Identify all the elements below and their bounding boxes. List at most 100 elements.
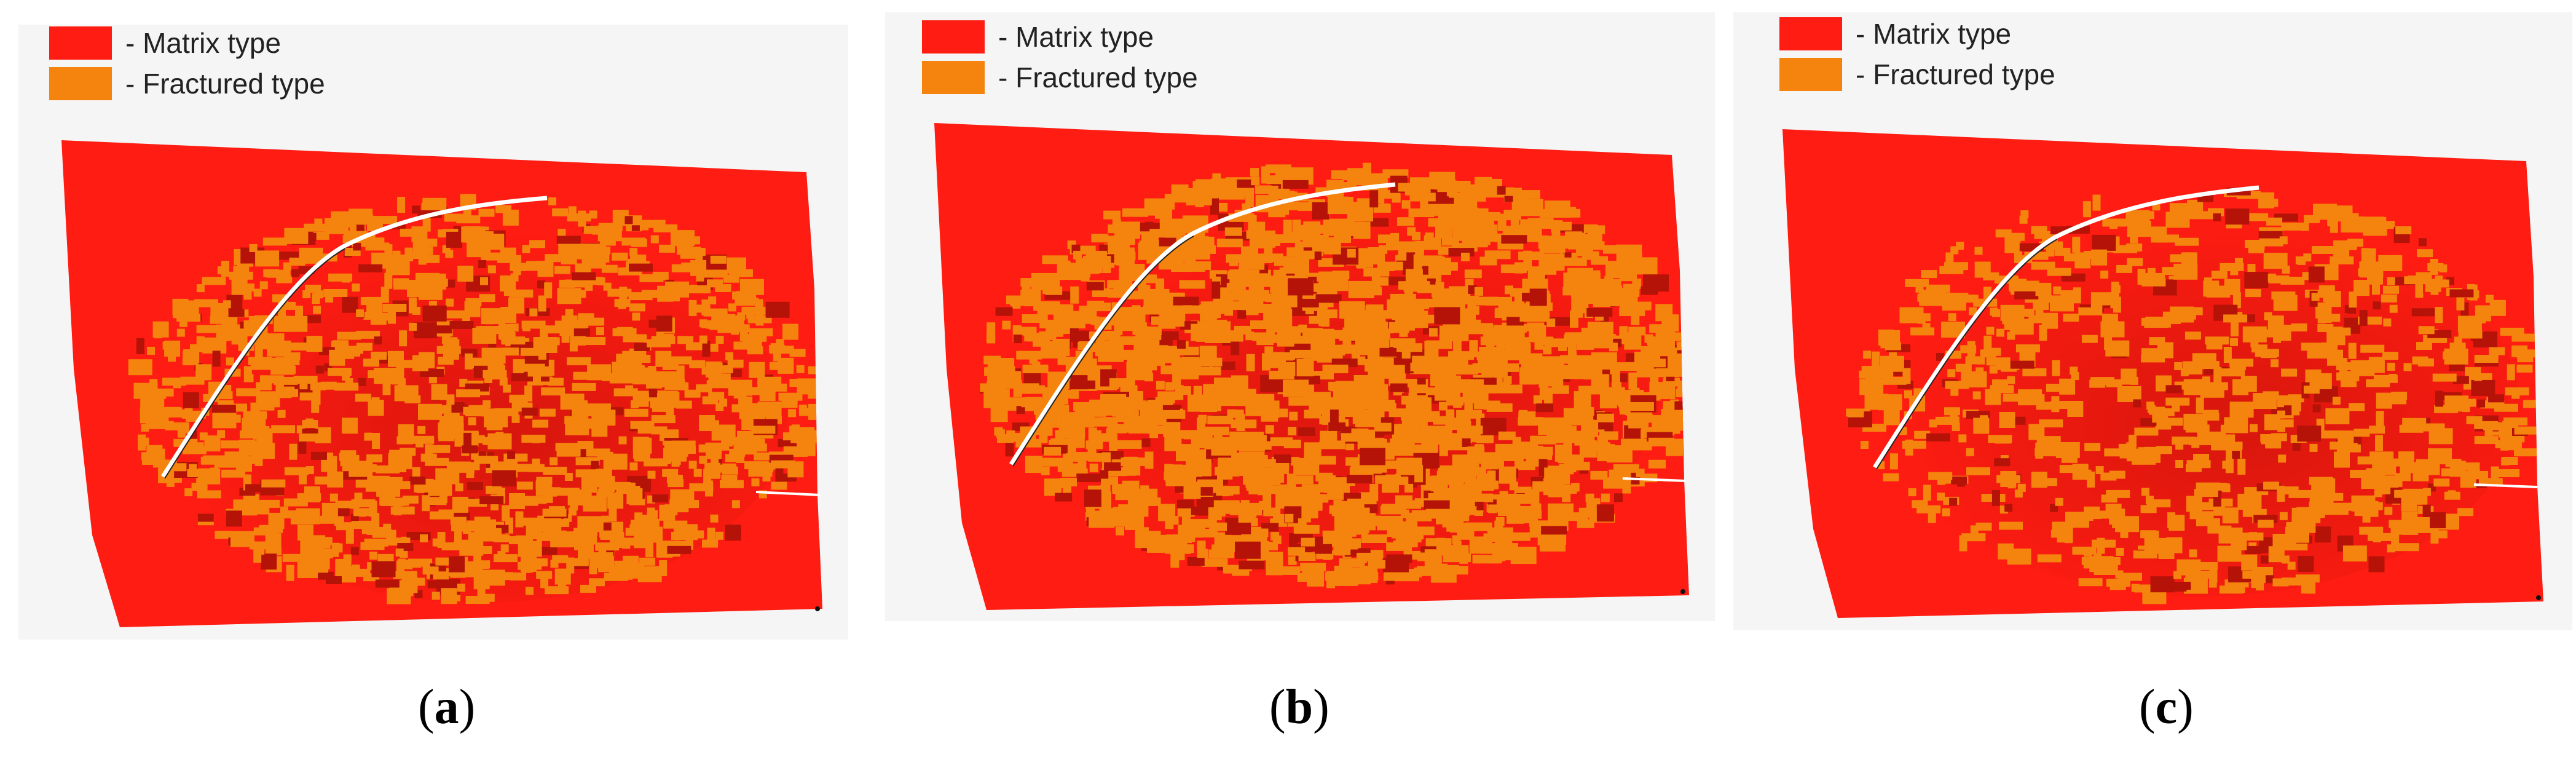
fractured-cell xyxy=(706,380,731,389)
fractured-cell xyxy=(630,255,647,263)
fractured-cell xyxy=(2466,416,2483,424)
fractured-cell xyxy=(1528,376,1546,385)
fractured-cell xyxy=(1119,307,1146,325)
fractured-cell xyxy=(1114,318,1123,335)
fractured-swatch xyxy=(1779,58,1842,91)
fractured-cell xyxy=(2242,326,2267,343)
fractured-cell xyxy=(1304,442,1321,460)
fractured-cell xyxy=(299,468,307,485)
fractured-cell xyxy=(465,353,473,370)
fractured-cell xyxy=(1331,196,1349,205)
fractured-cell xyxy=(2271,291,2296,299)
fractured-cell xyxy=(1432,262,1458,271)
fractured-cell xyxy=(1464,269,1482,279)
fractured-cell xyxy=(624,216,633,224)
fractured-cell xyxy=(1957,478,1966,487)
fractured-cell xyxy=(1232,567,1250,576)
fractured-cell xyxy=(1466,522,1492,531)
fractured-cell xyxy=(554,266,570,274)
fractured-cell xyxy=(1025,456,1042,474)
fractured-cell xyxy=(544,282,553,299)
fractured-cell xyxy=(2264,414,2280,430)
fractured-cell xyxy=(580,449,588,458)
fractured-cell xyxy=(499,377,508,386)
fractured-cell xyxy=(1114,397,1140,406)
fractured-cell xyxy=(1505,285,1513,295)
fractured-cell xyxy=(597,277,605,286)
fractured-cell xyxy=(1355,338,1373,355)
fractured-cell xyxy=(457,266,474,282)
fractured-cell xyxy=(1210,319,1227,328)
fractured-cell xyxy=(721,474,738,483)
fractured-cell xyxy=(1122,208,1148,217)
panel-a-mesh xyxy=(61,140,822,627)
fractured-cell xyxy=(2237,493,2262,510)
fractured-cell xyxy=(2138,447,2146,464)
fractured-cell xyxy=(545,586,569,595)
fractured-cell xyxy=(2146,402,2155,410)
fractured-cell xyxy=(1312,202,1329,220)
fractured-cell xyxy=(2152,414,2168,423)
fractured-cell xyxy=(1408,413,1434,422)
fractured-swatch xyxy=(49,67,112,100)
fractured-cell xyxy=(1564,461,1590,470)
fractured-cell xyxy=(313,306,321,314)
fractured-cell xyxy=(1416,255,1443,264)
fractured-cell xyxy=(1313,252,1322,260)
fractured-cell xyxy=(1164,194,1191,203)
fractured-cell xyxy=(1154,351,1180,360)
fractured-cell xyxy=(251,447,267,456)
fractured-cell xyxy=(2130,235,2138,244)
fractured-cell xyxy=(615,482,631,490)
fractured-cell xyxy=(1159,237,1176,247)
fractured-cell xyxy=(2222,461,2231,469)
fractured-cell xyxy=(725,454,741,462)
fractured-cell xyxy=(2271,359,2279,368)
fractured-cell xyxy=(2078,307,2103,315)
fractured-cell xyxy=(1952,423,1960,431)
panel-c-fault-line xyxy=(1873,185,2259,469)
fractured-cell xyxy=(1585,407,1594,416)
fractured-cell xyxy=(2255,349,2279,357)
fractured-cell xyxy=(1916,505,1941,513)
fractured-cell xyxy=(396,560,405,577)
fractured-cell xyxy=(323,289,348,297)
fractured-cell xyxy=(733,390,742,398)
fractured-cell xyxy=(1628,402,1654,411)
fractured-cell xyxy=(2369,451,2394,460)
fractured-cell xyxy=(680,250,696,259)
fractured-cell xyxy=(1511,505,1538,523)
fractured-cell xyxy=(1558,454,1584,464)
fractured-cell xyxy=(2173,571,2182,579)
fractured-cell xyxy=(2359,216,2384,233)
fractured-cell xyxy=(1047,458,1073,467)
fractured-cell xyxy=(2170,583,2187,592)
fractured-cell xyxy=(624,408,648,417)
fractured-cell xyxy=(1889,453,1898,470)
fractured-cell xyxy=(441,588,457,604)
fractured-cell xyxy=(1861,441,1869,449)
fractured-cell xyxy=(371,561,396,577)
fractured-cell xyxy=(409,476,426,485)
fractured-cell xyxy=(765,301,790,318)
fractured-cell xyxy=(1442,358,1468,367)
fractured-cell xyxy=(693,469,702,477)
fractured-cell xyxy=(500,544,509,553)
fractured-cell xyxy=(721,437,738,445)
fractured-cell xyxy=(1255,185,1272,194)
fractured-cell xyxy=(1229,431,1247,440)
fractured-cell xyxy=(1184,529,1202,538)
fractured-cell xyxy=(1947,369,1956,378)
fractured-cell xyxy=(2244,213,2269,221)
fractured-cell xyxy=(543,467,567,475)
fractured-cell xyxy=(1914,430,1931,439)
fractured-cell xyxy=(1430,369,1456,387)
fractured-cell xyxy=(1461,252,1470,261)
fractured-cell xyxy=(1453,474,1471,483)
fractured-cell xyxy=(1995,229,2012,238)
fractured-cell xyxy=(2074,252,2091,269)
fractured-cell xyxy=(808,379,822,388)
fractured-cell xyxy=(2291,323,2307,331)
fractured-cell xyxy=(2101,494,2117,503)
fractured-cell xyxy=(1487,470,1496,488)
